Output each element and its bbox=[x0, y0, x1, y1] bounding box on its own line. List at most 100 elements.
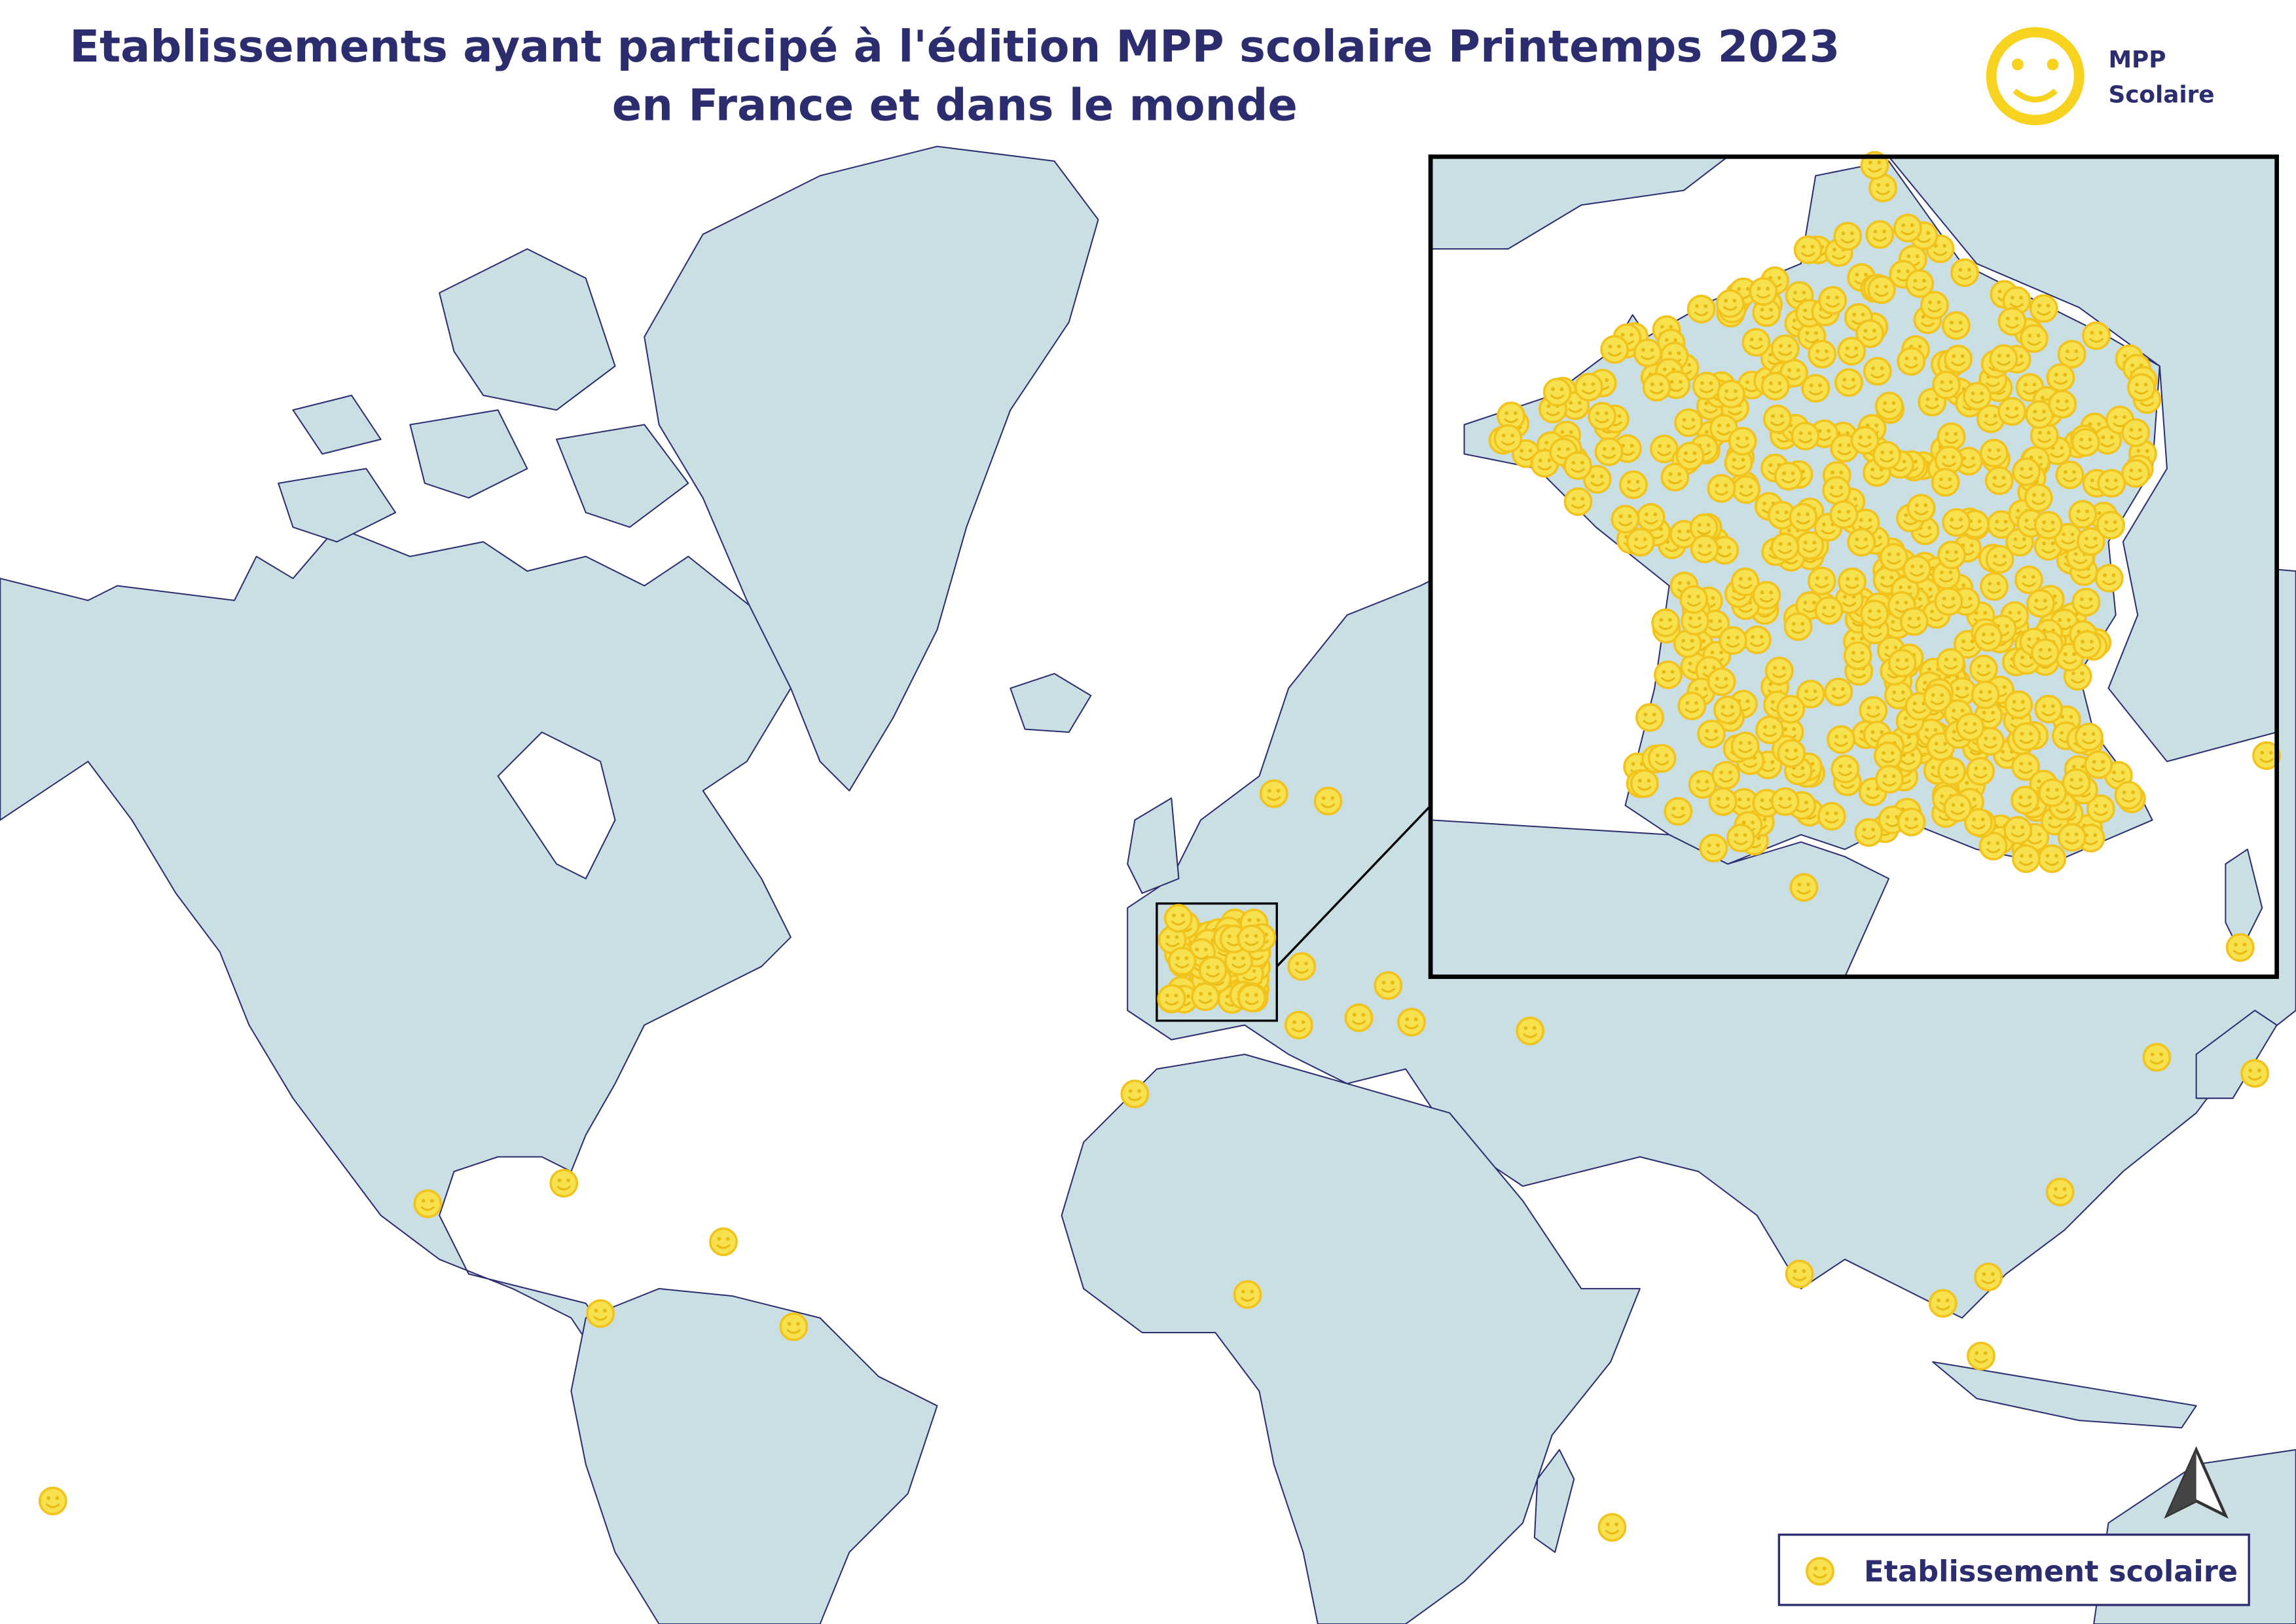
school-marker bbox=[1897, 807, 1926, 837]
school-marker bbox=[1344, 1003, 1374, 1033]
school-marker bbox=[38, 1486, 67, 1516]
school-marker bbox=[1699, 834, 1728, 862]
school-marker bbox=[2003, 816, 2033, 845]
school-marker bbox=[1542, 377, 1572, 407]
school-marker bbox=[1984, 466, 2014, 495]
school-marker bbox=[1749, 277, 1778, 306]
school-marker bbox=[1677, 692, 1707, 720]
school-marker bbox=[1834, 368, 1863, 397]
school-marker bbox=[2030, 638, 2060, 667]
school-marker bbox=[1928, 1289, 1958, 1318]
school-marker bbox=[2012, 457, 2041, 487]
school-marker bbox=[1630, 769, 1659, 798]
school-marker bbox=[1997, 306, 2027, 336]
school-marker bbox=[2011, 785, 2040, 815]
school-marker bbox=[1966, 756, 1995, 786]
school-marker bbox=[2121, 418, 2151, 447]
school-marker bbox=[2225, 932, 2255, 962]
school-marker bbox=[1937, 757, 1967, 786]
logo: MPP Scolaire bbox=[1986, 27, 2215, 126]
school-marker bbox=[1967, 1341, 1995, 1371]
school-marker bbox=[1713, 695, 1742, 724]
school-marker bbox=[1707, 667, 1736, 696]
school-marker bbox=[2068, 500, 2098, 529]
inset bbox=[1428, 151, 2281, 979]
school-marker bbox=[1284, 1010, 1313, 1040]
school-marker bbox=[1707, 473, 1736, 503]
logo-eye bbox=[2047, 58, 2059, 71]
school-marker bbox=[1594, 437, 1624, 466]
school-marker bbox=[1719, 626, 1747, 655]
school-marker bbox=[1969, 654, 1998, 684]
school-marker bbox=[1899, 607, 1929, 636]
school-marker bbox=[1619, 470, 1648, 500]
logo-line1: MPP bbox=[2108, 46, 2166, 73]
legend-box bbox=[1777, 1533, 2250, 1606]
school-marker bbox=[1191, 982, 1220, 1012]
school-marker bbox=[2114, 781, 2143, 810]
school-marker bbox=[2037, 844, 2067, 874]
title-line1: Etablissements ayant participé à l'éditi… bbox=[69, 21, 1840, 72]
school-marker bbox=[1167, 946, 1197, 976]
school-marker bbox=[1563, 487, 1593, 516]
school-marker bbox=[2071, 428, 2100, 457]
school-marker bbox=[1874, 392, 1904, 420]
school-marker bbox=[1867, 275, 1896, 304]
school-marker bbox=[1860, 599, 1889, 629]
school-marker bbox=[1774, 462, 1803, 491]
school-marker bbox=[1872, 441, 1901, 470]
school-marker bbox=[1807, 566, 1836, 596]
school-marker bbox=[2062, 768, 2091, 798]
legend-label: Etablissement scolaire bbox=[1864, 1554, 2238, 1589]
school-marker bbox=[413, 1189, 443, 1219]
school-marker bbox=[1824, 677, 1853, 707]
logo-line2: Scolaire bbox=[2108, 82, 2214, 109]
school-marker bbox=[1791, 422, 1820, 451]
school-marker bbox=[1770, 334, 1800, 363]
school-marker bbox=[1831, 754, 1860, 784]
school-marker bbox=[1686, 295, 1716, 323]
school-marker bbox=[1163, 904, 1193, 933]
school-marker bbox=[1600, 335, 1630, 364]
school-marker bbox=[779, 1312, 809, 1341]
school-marker bbox=[2094, 563, 2124, 593]
school-marker bbox=[1936, 648, 1965, 677]
school-marker bbox=[1597, 1513, 1627, 1542]
school-marker bbox=[1789, 873, 1819, 902]
school-marker bbox=[1633, 339, 1662, 367]
school-marker bbox=[1690, 534, 1719, 564]
school-marker bbox=[1374, 971, 1403, 1000]
school-marker bbox=[1979, 439, 2009, 468]
school-marker bbox=[1157, 984, 1186, 1013]
inset-frame bbox=[1428, 154, 2280, 979]
school-marker bbox=[586, 1299, 615, 1328]
school-marker bbox=[1635, 703, 1664, 732]
school-marker bbox=[1675, 441, 1705, 471]
legend-symbol bbox=[1806, 1557, 1834, 1586]
school-marker bbox=[1752, 581, 1781, 610]
zoom-box bbox=[1156, 902, 1278, 1022]
title-line2: en France et dans le monde bbox=[612, 79, 1298, 130]
madagascar bbox=[1533, 1449, 1575, 1553]
school-marker bbox=[2038, 778, 2067, 807]
school-marker bbox=[1664, 797, 1693, 826]
school-marker bbox=[1829, 500, 1859, 529]
school-marker bbox=[1120, 1079, 1150, 1109]
school-marker bbox=[549, 1168, 579, 1198]
school-marker bbox=[2082, 321, 2111, 350]
school-marker bbox=[1808, 339, 1837, 369]
school-marker bbox=[2014, 565, 2043, 595]
school-marker bbox=[1923, 683, 1952, 712]
school-marker bbox=[1237, 984, 1266, 1012]
school-marker bbox=[1906, 494, 1936, 523]
school-marker bbox=[1692, 371, 1721, 401]
school-marker bbox=[1937, 540, 1966, 570]
school-marker bbox=[1516, 1016, 1545, 1046]
school-marker bbox=[1717, 379, 1745, 409]
school-marker bbox=[1893, 213, 1922, 243]
school-marker bbox=[1732, 475, 1761, 504]
school-marker bbox=[1770, 787, 1800, 817]
school-marker bbox=[1934, 587, 1963, 616]
school-marker bbox=[1944, 344, 1973, 374]
school-marker bbox=[1783, 612, 1813, 641]
